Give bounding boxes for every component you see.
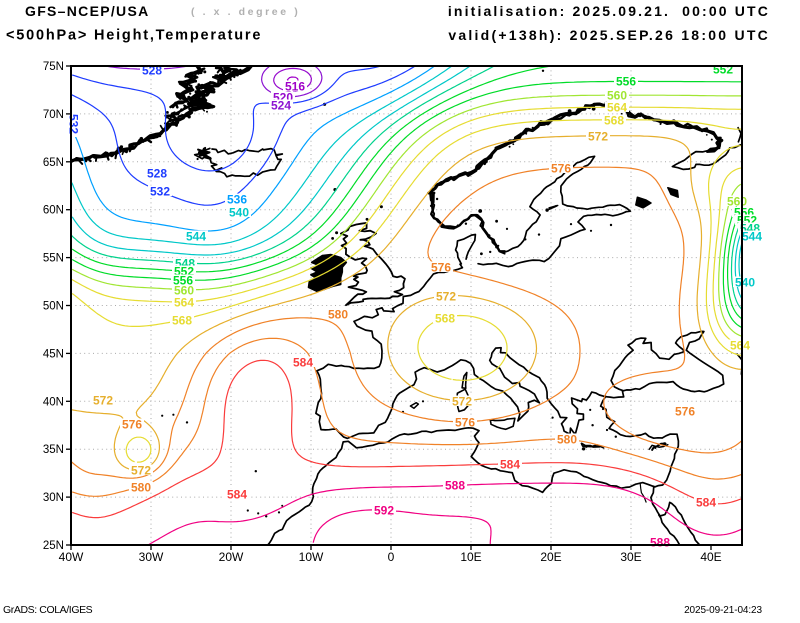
svg-text:40E: 40E: [700, 550, 721, 564]
svg-text:588: 588: [650, 536, 670, 550]
svg-text:536: 536: [227, 193, 247, 207]
svg-text:40W: 40W: [59, 550, 84, 564]
svg-text:584: 584: [227, 488, 247, 502]
svg-text:572: 572: [93, 394, 113, 408]
svg-text:576: 576: [122, 418, 142, 432]
svg-text:564: 564: [730, 339, 750, 353]
svg-text:580: 580: [328, 308, 348, 322]
svg-text:540: 540: [735, 276, 755, 290]
svg-text:40N: 40N: [43, 396, 64, 408]
svg-text:576: 576: [431, 261, 451, 275]
svg-text:556: 556: [616, 75, 636, 89]
svg-text:30E: 30E: [620, 550, 641, 564]
svg-text:70N: 70N: [43, 109, 64, 121]
svg-text:572: 572: [452, 395, 472, 409]
svg-text:2025-09-21-04:23: 2025-09-21-04:23: [684, 605, 762, 616]
svg-text:544: 544: [742, 230, 762, 244]
svg-text:568: 568: [435, 312, 455, 326]
svg-text:572: 572: [588, 130, 608, 144]
svg-text:544: 544: [186, 230, 206, 244]
svg-text:584: 584: [696, 496, 716, 510]
svg-text:75N: 75N: [43, 61, 64, 73]
svg-text:initialisation: 2025.09.21. 0: initialisation: 2025.09.21. 00:00 UTC: [448, 3, 770, 19]
svg-text:552: 552: [713, 63, 733, 77]
svg-text:30W: 30W: [139, 550, 164, 564]
svg-text:584: 584: [500, 458, 520, 472]
svg-text:532: 532: [67, 114, 81, 134]
svg-text:10E: 10E: [460, 550, 481, 564]
svg-text:60N: 60N: [43, 205, 64, 217]
svg-text:580: 580: [557, 433, 577, 447]
svg-text:564: 564: [607, 101, 627, 115]
svg-text:524: 524: [271, 99, 291, 113]
svg-text:592: 592: [374, 504, 394, 518]
svg-text:45N: 45N: [43, 348, 64, 360]
svg-text:584: 584: [293, 356, 313, 370]
svg-text:20E: 20E: [540, 550, 561, 564]
svg-text:GrADS: COLA/IGES: GrADS: COLA/IGES: [3, 604, 93, 616]
svg-text:<500hPa> Height,Temperature: <500hPa> Height,Temperature: [6, 28, 262, 44]
svg-text:50N: 50N: [43, 301, 64, 313]
svg-text:580: 580: [131, 481, 151, 495]
svg-text:valid(+138h): 2025.SEP.26 18:0: valid(+138h): 2025.SEP.26 18:00 UTC: [448, 27, 770, 43]
svg-text:588: 588: [445, 479, 465, 493]
svg-text:GFS–NCEP/USA: GFS–NCEP/USA: [25, 3, 150, 19]
svg-text:65N: 65N: [43, 157, 64, 169]
svg-text:576: 576: [675, 405, 695, 419]
svg-text:572: 572: [436, 290, 456, 304]
svg-text:30N: 30N: [43, 492, 64, 504]
svg-text:572: 572: [131, 464, 151, 478]
svg-text:540: 540: [229, 206, 249, 220]
svg-text:( . x . degree ): ( . x . degree ): [191, 6, 300, 18]
svg-text:20W: 20W: [219, 550, 244, 564]
svg-text:0: 0: [388, 550, 395, 564]
svg-text:532: 532: [150, 185, 170, 199]
svg-text:576: 576: [551, 162, 571, 176]
svg-text:576: 576: [455, 416, 475, 430]
svg-text:10W: 10W: [299, 550, 324, 564]
svg-text:564: 564: [174, 296, 194, 310]
svg-text:560: 560: [607, 89, 627, 103]
svg-text:55N: 55N: [43, 253, 64, 265]
svg-text:528: 528: [147, 167, 167, 181]
svg-text:568: 568: [604, 114, 624, 128]
svg-text:35N: 35N: [43, 444, 64, 456]
svg-text:568: 568: [172, 314, 192, 328]
